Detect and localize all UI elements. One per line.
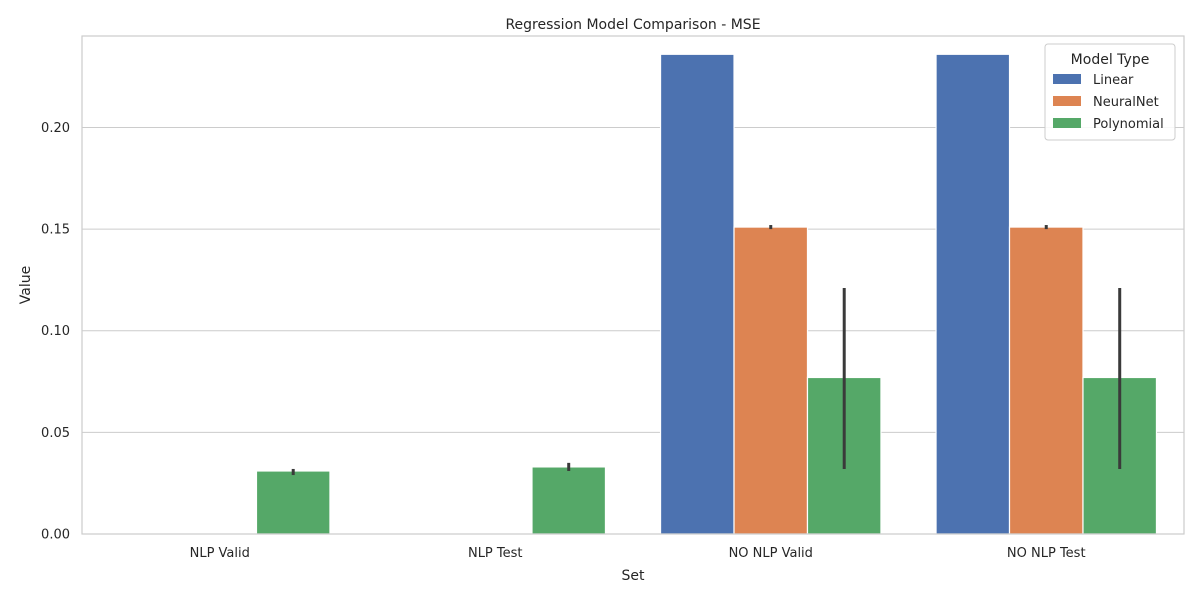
y-tick-labels: 0.00 0.05 0.10 0.15 0.20: [41, 121, 70, 543]
y-tick-label: 0.15: [41, 223, 70, 238]
bar-linear-3: [935, 53, 1011, 535]
error-bars: [291, 225, 1122, 476]
bar-polynomial-1: [531, 466, 607, 535]
bars: [255, 53, 1158, 535]
legend-label-linear: Linear: [1093, 73, 1134, 88]
legend-title: Model Type: [1071, 52, 1150, 68]
x-tick-label: NO NLP Valid: [729, 546, 813, 561]
y-tick-label: 0.20: [41, 121, 70, 136]
legend-items: Linear NeuralNet Polynomial: [1053, 73, 1164, 132]
bar-neuralnet-2: [733, 226, 809, 535]
legend: Model Type Linear NeuralNet Polynomial: [1044, 43, 1176, 141]
x-axis-label: Set: [622, 568, 646, 584]
x-tick-label: NO NLP Test: [1007, 546, 1086, 561]
bar-polynomial-0: [255, 470, 331, 535]
y-tick-label: 0.05: [41, 426, 70, 441]
y-tick-label: 0.10: [41, 324, 70, 339]
plot-frame: [81, 35, 1185, 535]
x-tick-label: NLP Valid: [190, 546, 250, 561]
y-axis-label: Value: [18, 266, 34, 304]
x-tick-label: NLP Test: [468, 546, 523, 561]
legend-label-neuralnet: NeuralNet: [1093, 95, 1159, 110]
bar-neuralnet-3: [1008, 226, 1084, 535]
x-tick-labels: NLP Valid NLP Test NO NLP Valid NO NLP Test: [190, 546, 1086, 561]
legend-label-polynomial: Polynomial: [1093, 117, 1164, 132]
legend-swatch-polynomial: [1053, 118, 1081, 128]
legend-swatch-neuralnet: [1053, 96, 1081, 106]
bar-linear-2: [659, 53, 735, 535]
y-tick-label: 0.00: [41, 528, 70, 543]
chart-title: Regression Model Comparison - MSE: [505, 17, 760, 33]
legend-swatch-linear: [1053, 74, 1081, 84]
legend-box: [1044, 43, 1176, 141]
